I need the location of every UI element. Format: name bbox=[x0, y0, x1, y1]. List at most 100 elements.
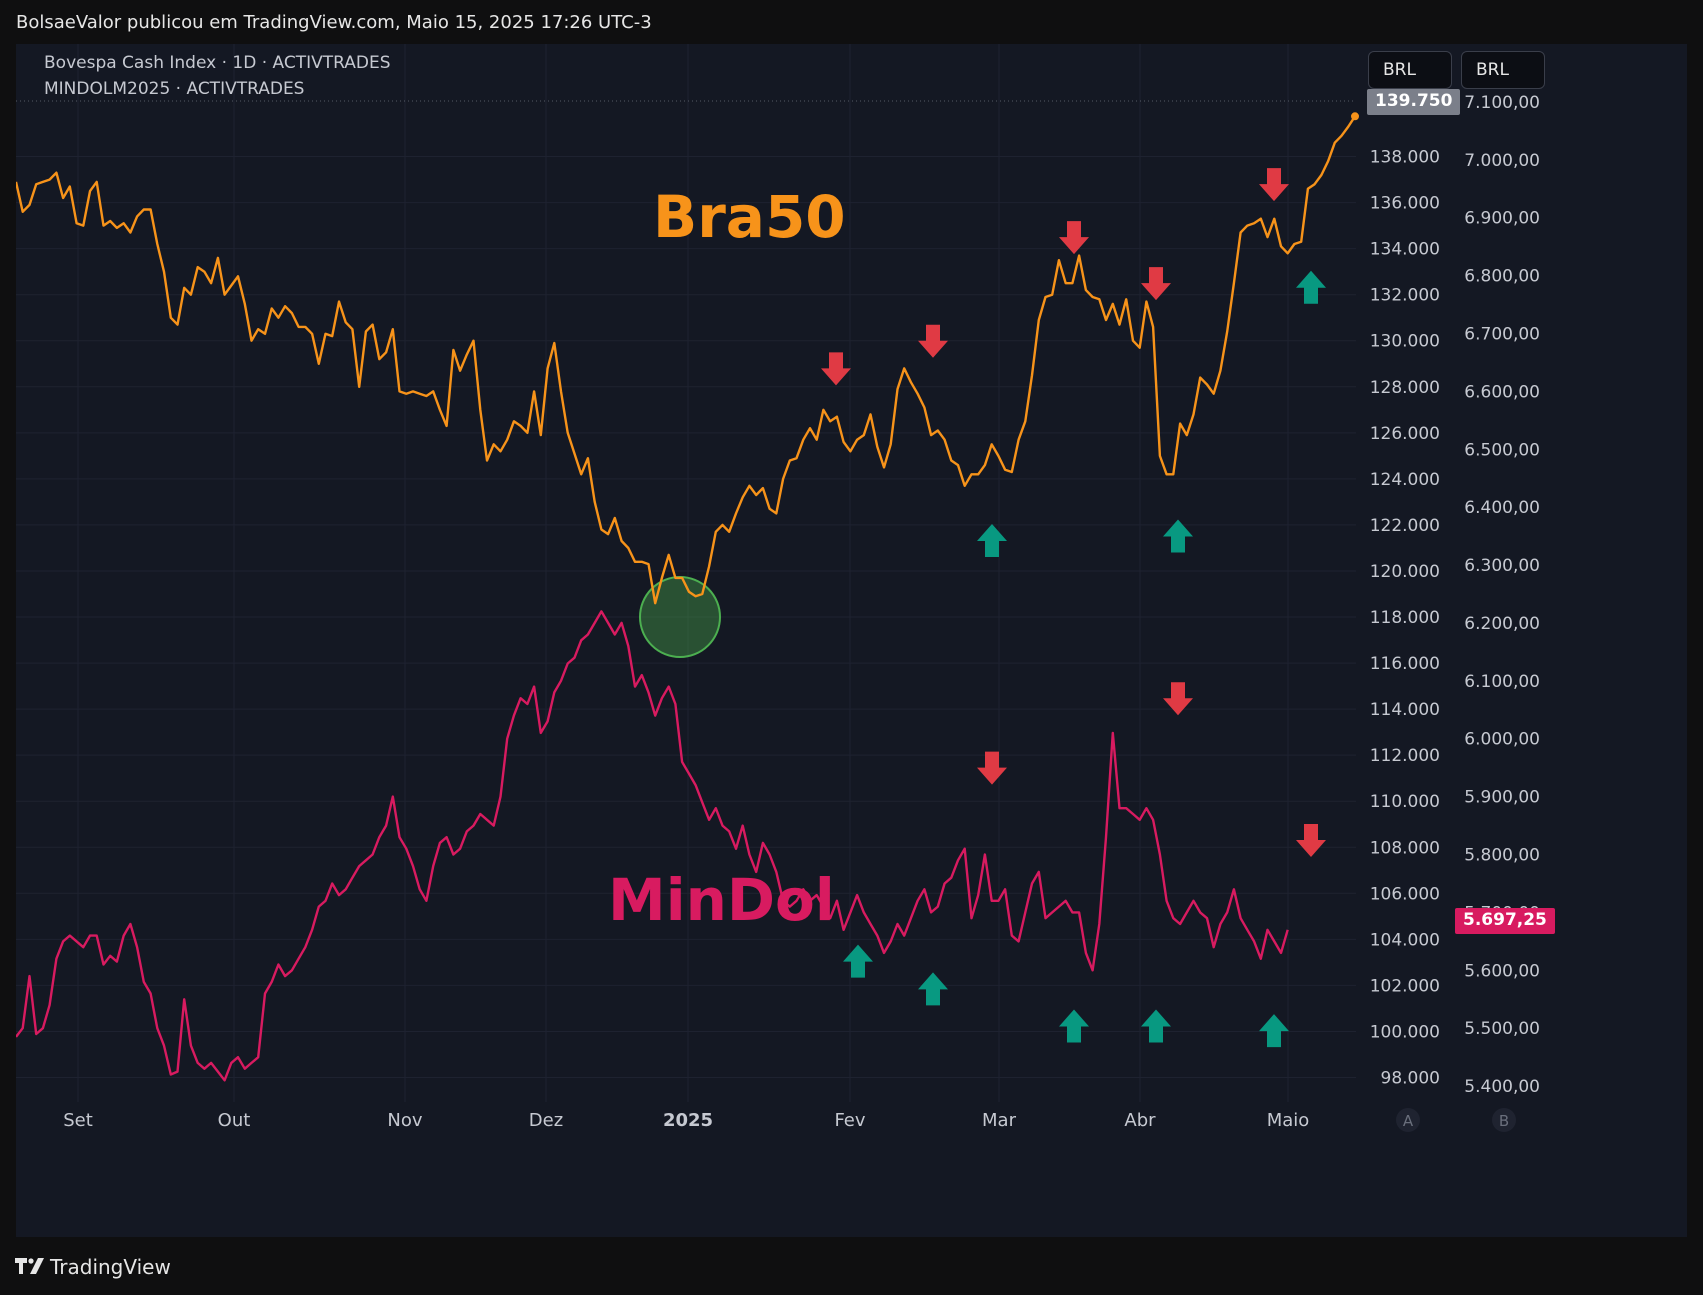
down-arrow-icon bbox=[977, 751, 1007, 785]
up-arrow-icon bbox=[843, 944, 873, 978]
x-tick-label: Nov bbox=[387, 1110, 422, 1131]
legend-series-2[interactable]: MINDOLM2025 · ACTIVTRADES bbox=[44, 79, 305, 99]
chart-panel[interactable]: Bra50 MinDol 138.000 136.000 134.000 132.000… bbox=[16, 44, 1687, 1237]
up-arrow-icon bbox=[1259, 1014, 1289, 1048]
y-right-tick-label: 5.800,00 bbox=[1464, 846, 1540, 866]
up-arrow-shape bbox=[1059, 1009, 1089, 1043]
down-arrow-shape bbox=[1259, 168, 1289, 202]
x-axis: Set Out Nov Dez 2025 Fev Mar Abr Maio A B bbox=[16, 1102, 1687, 1138]
y-left-tick-label: 110.000 bbox=[1370, 792, 1440, 812]
down-arrow-shape bbox=[918, 324, 948, 358]
publish-header: BolsaeValor publicou em TradingView.com,… bbox=[0, 0, 1703, 44]
up-arrow-icon bbox=[1163, 519, 1193, 553]
y-axis-right: 7.100,00 7.000,00 6.900,00 6.800,00 6.700,00… bbox=[1464, 93, 1540, 1097]
currency-left-button[interactable]: BRL bbox=[1368, 51, 1452, 89]
y-left-tick-label: 112.000 bbox=[1370, 746, 1440, 766]
up-arrow-icon bbox=[1296, 270, 1326, 304]
y-left-tick-label: 126.000 bbox=[1370, 424, 1440, 444]
mindol-last-price-tag: 5.697,25 bbox=[1455, 908, 1555, 934]
axis-button-label-b: B bbox=[1499, 1112, 1509, 1130]
down-arrow-icon bbox=[918, 324, 948, 358]
annotations: Bra50 MinDol bbox=[608, 183, 846, 934]
down-arrow-icon bbox=[1141, 267, 1171, 301]
y-right-tick-label: 6.100,00 bbox=[1464, 672, 1540, 692]
up-arrow-shape bbox=[1296, 270, 1326, 304]
y-right-tick-label: 6.700,00 bbox=[1464, 324, 1540, 344]
down-arrow-shape bbox=[1059, 221, 1089, 255]
down-arrow-shape bbox=[821, 352, 851, 386]
y-left-tick-label: 104.000 bbox=[1370, 930, 1440, 950]
bra50-annotation-label: Bra50 bbox=[653, 183, 846, 251]
y-left-tick-label: 106.000 bbox=[1370, 884, 1440, 904]
x-tick-label: Dez bbox=[529, 1110, 563, 1131]
y-left-tick-label: 100.000 bbox=[1370, 1022, 1440, 1042]
currency-right-button[interactable]: BRL bbox=[1461, 51, 1545, 89]
y-right-tick-label: 6.300,00 bbox=[1464, 556, 1540, 576]
up-arrow-shape bbox=[843, 944, 873, 978]
up-arrow-icon bbox=[1059, 1009, 1089, 1043]
x-tick-label: Abr bbox=[1124, 1110, 1156, 1131]
footer: TradingView bbox=[0, 1237, 1703, 1295]
x-tick-label: 2025 bbox=[663, 1110, 713, 1131]
y-right-tick-label: 5.500,00 bbox=[1464, 1019, 1540, 1039]
down-arrow-shape bbox=[977, 751, 1007, 785]
down-arrow-icon bbox=[1059, 221, 1089, 255]
y-left-tick-label: 134.000 bbox=[1370, 240, 1440, 260]
y-left-tick-label: 114.000 bbox=[1370, 700, 1440, 720]
down-arrow-icon bbox=[821, 352, 851, 386]
y-right-tick-label: 6.200,00 bbox=[1464, 614, 1540, 634]
y-right-tick-label: 6.900,00 bbox=[1464, 209, 1540, 229]
y-axis-left: 138.000 136.000 134.000 132.000 130.000 128.0… bbox=[1370, 148, 1440, 1089]
y-left-tick-label: 138.000 bbox=[1370, 148, 1440, 168]
up-arrow-icon bbox=[1141, 1009, 1171, 1043]
down-arrow-icon bbox=[1163, 682, 1193, 716]
y-left-tick-label: 118.000 bbox=[1370, 608, 1440, 628]
y-left-tick-label: 130.000 bbox=[1370, 332, 1440, 352]
y-right-tick-label: 5.400,00 bbox=[1464, 1077, 1540, 1097]
series-lines bbox=[16, 112, 1359, 1082]
mindol-annotation-label: MinDol bbox=[608, 866, 835, 934]
down-arrow-shape bbox=[1141, 267, 1171, 301]
bra50-last-price-tag: 139.750 bbox=[1367, 89, 1461, 115]
up-arrow-shape bbox=[918, 972, 948, 1006]
y-left-tick-label: 124.000 bbox=[1370, 470, 1440, 490]
y-right-tick-label: 6.500,00 bbox=[1464, 440, 1540, 460]
mindol-line bbox=[16, 610, 1289, 1082]
x-tick-label: Mar bbox=[982, 1110, 1017, 1131]
y-right-tick-label: 6.600,00 bbox=[1464, 382, 1540, 402]
y-left-tick-label: 98.000 bbox=[1381, 1068, 1440, 1088]
tradingview-brand[interactable]: TradingView bbox=[50, 1255, 171, 1279]
y-right-tick-label: 6.000,00 bbox=[1464, 730, 1540, 750]
y-left-tick-label: 102.000 bbox=[1370, 976, 1440, 996]
y-left-tick-label: 132.000 bbox=[1370, 286, 1440, 306]
x-tick-label: Fev bbox=[834, 1110, 865, 1131]
down-arrow-shape bbox=[1296, 824, 1326, 858]
up-arrow-shape bbox=[977, 524, 1007, 558]
markers bbox=[821, 168, 1326, 1048]
up-arrow-icon bbox=[918, 972, 948, 1006]
y-right-tick-label: 7.100,00 bbox=[1464, 93, 1540, 113]
down-arrow-icon bbox=[1259, 168, 1289, 202]
up-arrow-icon bbox=[977, 524, 1007, 558]
bra50-last-point bbox=[1351, 112, 1359, 121]
x-tick-label: Set bbox=[63, 1110, 93, 1131]
down-arrow-icon bbox=[1296, 824, 1326, 858]
y-left-tick-label: 122.000 bbox=[1370, 516, 1440, 536]
y-right-tick-label: 5.600,00 bbox=[1464, 961, 1540, 981]
x-tick-label: Out bbox=[218, 1110, 251, 1131]
y-left-tick-label: 108.000 bbox=[1370, 838, 1440, 858]
up-arrow-shape bbox=[1163, 519, 1193, 553]
legend-series-1[interactable]: Bovespa Cash Index · 1D · ACTIVTRADES bbox=[44, 53, 391, 73]
y-right-tick-label: 6.400,00 bbox=[1464, 498, 1540, 518]
y-right-tick-label: 7.000,00 bbox=[1464, 151, 1540, 171]
chart-canvas[interactable]: Bra50 MinDol 138.000 136.000 134.000 132.000… bbox=[16, 44, 1687, 1237]
bra50-line bbox=[16, 115, 1357, 605]
tradingview-logo-icon[interactable] bbox=[15, 1258, 47, 1278]
axis-button-a bbox=[1396, 1108, 1420, 1132]
axis-button-b bbox=[1492, 1108, 1516, 1132]
y-right-tick-label: 6.800,00 bbox=[1464, 267, 1540, 287]
up-arrow-shape bbox=[1259, 1014, 1289, 1048]
axis-button-label-a: A bbox=[1403, 1112, 1414, 1130]
x-tick-label: Maio bbox=[1267, 1110, 1310, 1131]
up-arrow-shape bbox=[1141, 1009, 1171, 1043]
